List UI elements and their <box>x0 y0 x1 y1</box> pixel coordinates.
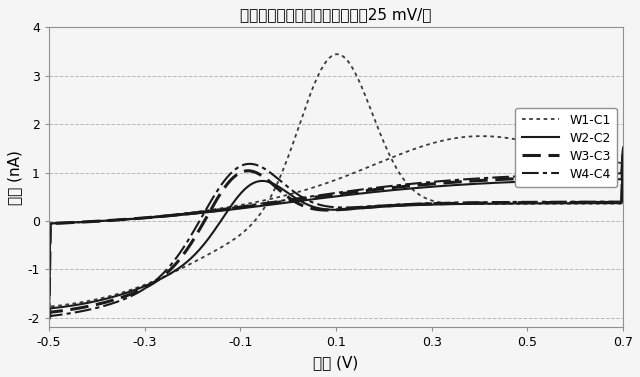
W4-C4 <box>204 209 211 213</box>
W3-C3 <box>204 209 211 214</box>
W1-C1 <box>45 318 52 322</box>
W2-C2 <box>461 182 468 187</box>
W2-C2 <box>321 195 329 200</box>
W4-C4 <box>321 192 329 197</box>
Line: W4-C4: W4-C4 <box>49 148 623 320</box>
W1-C1 <box>333 52 340 57</box>
Title: サイクリックボルタンメトリ、25 mV/秒: サイクリックボルタンメトリ、25 mV/秒 <box>240 7 431 22</box>
Y-axis label: 電流 (nA): 電流 (nA) <box>7 150 22 205</box>
W4-C4 <box>116 299 124 303</box>
X-axis label: 電位 (V): 電位 (V) <box>314 355 358 370</box>
W3-C3 <box>620 150 627 155</box>
W1-C1 <box>321 181 329 186</box>
W4-C4 <box>495 175 503 179</box>
W2-C2 <box>495 180 503 185</box>
W1-C1 <box>45 318 52 322</box>
W3-C3 <box>525 176 533 181</box>
W1-C1 <box>116 291 124 296</box>
W4-C4 <box>525 173 533 178</box>
W1-C1 <box>525 140 533 144</box>
W3-C3 <box>321 193 329 198</box>
W1-C1 <box>495 135 503 139</box>
W4-C4 <box>461 177 468 182</box>
W4-C4 <box>45 318 52 322</box>
W2-C2 <box>620 153 627 158</box>
Legend: W1-C1, W2-C2, W3-C3, W4-C4: W1-C1, W2-C2, W3-C3, W4-C4 <box>515 107 617 187</box>
W2-C2 <box>116 293 124 297</box>
Line: W3-C3: W3-C3 <box>49 152 623 318</box>
W2-C2 <box>204 210 211 215</box>
W3-C3 <box>461 179 468 184</box>
Line: W1-C1: W1-C1 <box>49 54 623 320</box>
W3-C3 <box>495 177 503 182</box>
W2-C2 <box>45 316 52 320</box>
W2-C2 <box>525 179 533 184</box>
W4-C4 <box>45 318 52 322</box>
W3-C3 <box>116 296 124 300</box>
W3-C3 <box>45 316 52 320</box>
W1-C1 <box>461 135 468 139</box>
W4-C4 <box>620 146 627 150</box>
W1-C1 <box>204 208 211 213</box>
Line: W2-C2: W2-C2 <box>49 156 623 318</box>
W2-C2 <box>45 316 52 320</box>
W3-C3 <box>45 316 52 320</box>
